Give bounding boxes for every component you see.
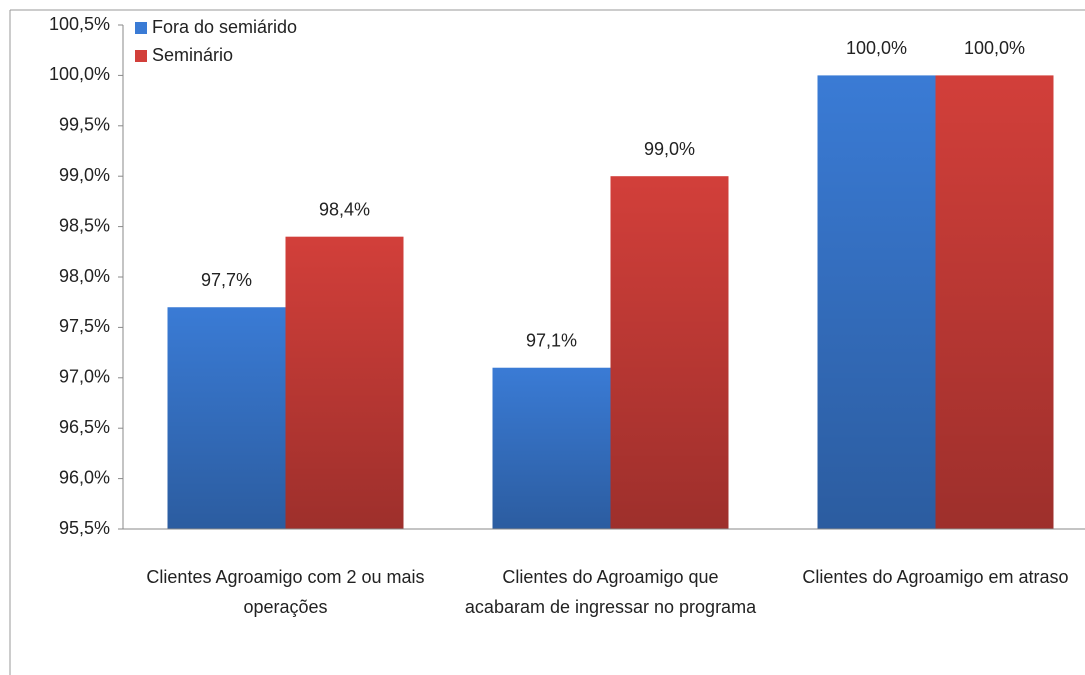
legend-label: Fora do semiárido xyxy=(152,17,297,37)
bar-shade xyxy=(610,176,729,529)
x-tick-label: Clientes Agroamigo com 2 ou mais operaçõ… xyxy=(146,567,425,617)
value-label: 97,1% xyxy=(526,330,577,350)
y-tick-label: 100,0% xyxy=(49,64,110,84)
bar-shade xyxy=(285,236,404,529)
y-tick-label: 95,5% xyxy=(59,518,110,538)
value-label: 100,0% xyxy=(964,38,1025,58)
value-label: 98,4% xyxy=(319,199,370,219)
legend-swatch xyxy=(135,22,147,34)
y-tick-label: 98,0% xyxy=(59,266,110,286)
x-tick-label: Clientes do Agroamigo que acabaram de in… xyxy=(464,567,757,617)
legend-label: Seminário xyxy=(152,45,233,65)
bar-shade xyxy=(492,367,611,529)
y-tick-label: 98,5% xyxy=(59,215,110,235)
legend-swatch xyxy=(135,50,147,62)
y-tick-label: 96,5% xyxy=(59,417,110,437)
bar-shade xyxy=(935,75,1054,530)
y-tick-label: 99,0% xyxy=(59,165,110,185)
y-tick-label: 96,0% xyxy=(59,467,110,487)
bar-shade xyxy=(817,75,936,530)
value-label: 100,0% xyxy=(846,38,907,58)
value-label: 99,0% xyxy=(644,139,695,159)
y-tick-label: 100,5% xyxy=(49,14,110,34)
y-tick-label: 97,5% xyxy=(59,316,110,336)
y-tick-label: 97,0% xyxy=(59,367,110,387)
x-tick-label: Clientes do Agroamigo em atraso xyxy=(802,567,1069,587)
bar-shade xyxy=(167,307,286,529)
y-tick-label: 99,5% xyxy=(59,115,110,135)
value-label: 97,7% xyxy=(201,270,252,290)
